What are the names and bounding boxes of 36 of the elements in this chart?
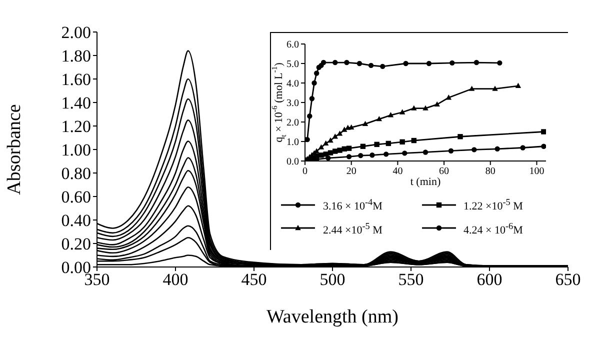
- x-tick-label: 20: [346, 166, 356, 178]
- y-tick-label: 0.0: [286, 156, 299, 168]
- legend-label: 4.24 × 10$^{-6}$M: [464, 220, 523, 236]
- y-tick-label: 6.0: [286, 40, 299, 51]
- legend-label: 2.44 ×10$^{-5}$ M: [323, 220, 382, 236]
- y-tick-label: 4.0: [286, 78, 299, 90]
- x-tick-label: 450: [241, 270, 267, 290]
- y-tick-label: 0.40: [61, 211, 91, 230]
- y-tick-label: 1.20: [61, 117, 91, 136]
- y-tick-label: 3.0: [286, 98, 299, 110]
- y-tick-label: 1.40: [61, 94, 91, 113]
- x-tick-label: 600: [476, 270, 502, 290]
- x-tick-label: 550: [398, 270, 424, 290]
- y-tick-label: 2.0: [286, 118, 299, 129]
- y-axis-title: Absorbance: [4, 104, 24, 195]
- y-tick-label: 1.00: [61, 140, 91, 160]
- x-tick-label: 500: [320, 270, 346, 290]
- x-axis-title: t (min): [410, 176, 441, 188]
- x-tick-label: 400: [162, 270, 188, 290]
- y-tick-label: 0.20: [61, 234, 91, 254]
- x-axis-title: Wavelength (nm): [266, 306, 398, 327]
- x-tick-label: 0: [302, 166, 308, 178]
- y-tick-label: 2.00: [61, 23, 91, 42]
- legend-label: 3.16 × 10$^{-4}$M: [323, 197, 382, 213]
- y-tick-label: 1.80: [61, 46, 91, 66]
- y-tick-label: 5.0: [286, 59, 299, 70]
- y-tick-label: 1.60: [61, 70, 91, 90]
- x-tick-label: 40: [392, 166, 403, 178]
- y-tick-label: 0.80: [61, 164, 91, 184]
- legend-label: 1.22 ×10$^{-5}$ M: [464, 197, 523, 213]
- y-tick-label: 1.0: [286, 137, 299, 148]
- x-tick-label: 80: [485, 166, 496, 178]
- y-tick-label: 0.60: [61, 188, 91, 207]
- x-tick-label: 60: [439, 166, 450, 178]
- x-tick-label: 650: [555, 270, 581, 290]
- x-tick-label: 100: [529, 166, 544, 178]
